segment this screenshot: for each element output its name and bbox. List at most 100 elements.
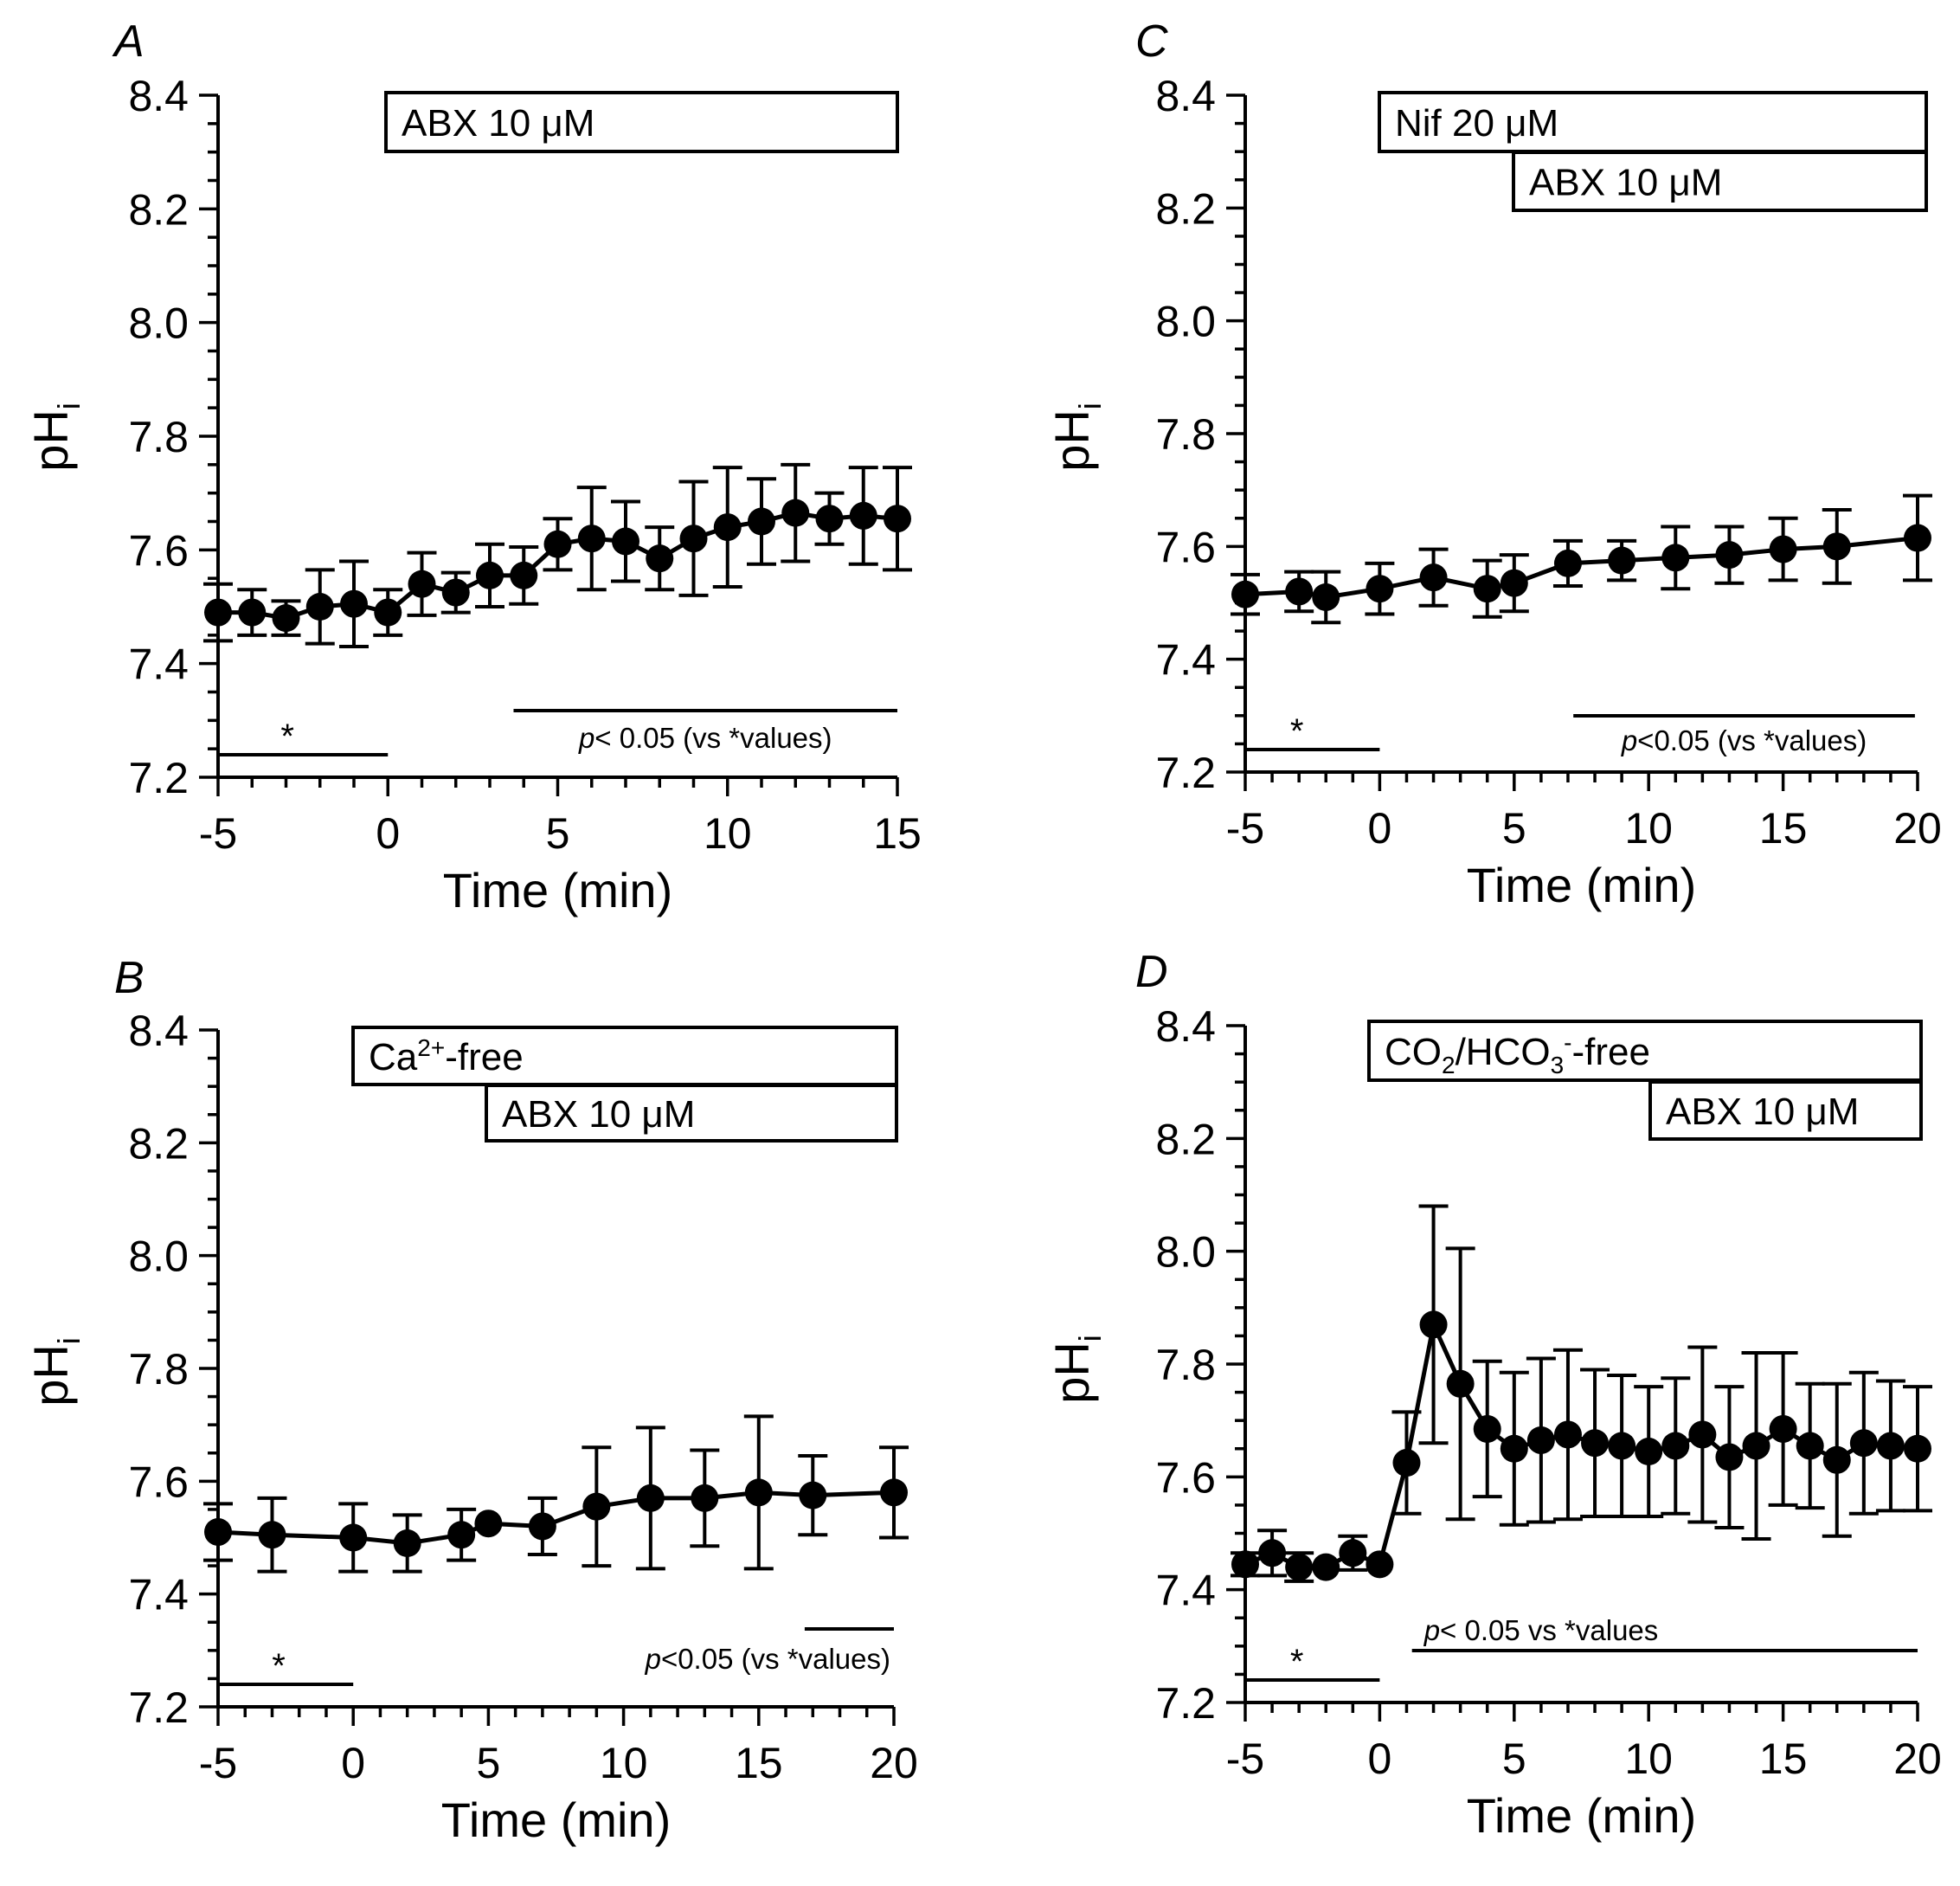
data-point xyxy=(1635,1438,1663,1466)
y-axis-title: pHi xyxy=(1044,1335,1108,1404)
data-point xyxy=(1339,1539,1367,1567)
data-point xyxy=(1500,569,1528,597)
significance-label: p< 0.05 vs *values xyxy=(1423,1614,1659,1646)
data-point xyxy=(1285,1553,1314,1581)
x-tick-label: 10 xyxy=(600,1739,648,1787)
data-point xyxy=(1526,1426,1555,1454)
treatment-box xyxy=(384,91,899,153)
data-point xyxy=(799,1481,827,1509)
label-sub: 2 xyxy=(1442,1052,1456,1078)
label-part: /HCO xyxy=(1456,1031,1551,1073)
baseline-star: * xyxy=(272,1647,286,1685)
label-part: -free xyxy=(1571,1031,1649,1073)
x-tick-label: 15 xyxy=(735,1739,783,1787)
data-point xyxy=(340,589,368,618)
y-axis-title-main: pH xyxy=(1044,409,1099,472)
data-point xyxy=(1796,1432,1824,1460)
data-point xyxy=(1473,575,1501,603)
data-point xyxy=(815,505,844,533)
data-point xyxy=(441,578,470,607)
y-tick-label: 7.4 xyxy=(1155,1567,1216,1615)
y-tick-label: 8.0 xyxy=(128,1233,189,1281)
data-point xyxy=(1312,1553,1340,1581)
y-tick-label: 7.6 xyxy=(1155,1453,1216,1502)
data-point xyxy=(1849,1429,1878,1458)
y-axis-title-main: pH xyxy=(23,1344,78,1406)
data-point xyxy=(1500,1434,1528,1463)
panel-letter: B xyxy=(114,953,145,1003)
data-point xyxy=(1581,1429,1610,1458)
x-axis-title: Time (min) xyxy=(1467,1788,1696,1843)
data-point xyxy=(748,507,775,536)
data-point xyxy=(1446,1369,1475,1398)
significance-p: p xyxy=(578,722,594,754)
data-point xyxy=(204,1517,232,1546)
y-tick-label: 8.4 xyxy=(128,72,189,120)
data-point xyxy=(528,1512,556,1541)
y-tick-label: 7.8 xyxy=(128,413,189,461)
data-point xyxy=(476,561,504,589)
treatment-label: ABX 10 μM xyxy=(402,102,594,145)
x-tick-label: 15 xyxy=(873,809,922,858)
x-tick-label: 15 xyxy=(1759,804,1808,853)
data-point xyxy=(880,1478,908,1507)
data-point xyxy=(1392,1449,1421,1477)
series-line xyxy=(1244,536,1918,600)
y-axis-title-sub: i xyxy=(51,402,87,409)
panel-C: C 7.2 7.4 7.6 7.8 8.0 8.2 8.4 -5 0 5 10 15 20 Time (mi… xyxy=(1044,16,1942,912)
data-point xyxy=(646,544,674,573)
treatment-box xyxy=(1648,1080,1923,1141)
y-tick-label: 8.2 xyxy=(128,185,189,234)
y-tick-label: 8.0 xyxy=(1155,298,1216,346)
data-point xyxy=(474,1509,503,1538)
data-point xyxy=(849,501,877,530)
x-tick-label: 20 xyxy=(1893,1735,1942,1783)
treatment-box xyxy=(1512,151,1928,212)
significance-text: <0.05 (vs *values) xyxy=(1637,724,1867,756)
treatment-box xyxy=(485,1084,898,1143)
data-point xyxy=(691,1484,719,1512)
data-point xyxy=(781,499,810,527)
data-point xyxy=(1769,1414,1797,1443)
y-axis-title-sub: i xyxy=(1072,1335,1108,1342)
data-point xyxy=(713,513,742,542)
y-tick-label: 7.2 xyxy=(128,754,189,802)
label-sub: 3 xyxy=(1551,1052,1565,1078)
label-part: -free xyxy=(445,1036,523,1078)
data-point xyxy=(1904,1434,1931,1463)
treatment-label: Ca2+-free xyxy=(369,1034,524,1078)
data-point xyxy=(238,598,267,627)
data-point xyxy=(1876,1432,1905,1460)
y-axis-title-main: pH xyxy=(1044,1342,1099,1404)
data-point xyxy=(305,593,334,621)
y-tick-label: 7.8 xyxy=(1155,1341,1216,1389)
data-point xyxy=(543,530,572,558)
data-point xyxy=(272,604,300,633)
treatment-label: ABX 10 μM xyxy=(1666,1091,1859,1133)
y-tick-label: 7.4 xyxy=(128,640,189,689)
x-tick-label: 10 xyxy=(704,809,752,858)
y-tick-label: 8.4 xyxy=(1155,72,1216,120)
x-tick-label: 20 xyxy=(1893,804,1942,853)
treatment-label: ABX 10 μM xyxy=(1529,162,1722,204)
data-point xyxy=(1608,1432,1636,1460)
data-point xyxy=(510,561,538,589)
y-tick-label: 7.6 xyxy=(128,1458,189,1506)
panel-letter: A xyxy=(112,16,145,67)
data-point xyxy=(1231,580,1259,608)
panel-letter: D xyxy=(1135,947,1168,997)
data-point xyxy=(1258,1539,1287,1567)
data-point xyxy=(1419,1310,1448,1339)
data-point xyxy=(339,1523,368,1552)
data-point xyxy=(1419,563,1448,592)
significance-p: p xyxy=(1621,724,1637,756)
label-sup: 2+ xyxy=(417,1034,445,1061)
data-point xyxy=(204,598,232,627)
y-axis-title-main: pH xyxy=(23,409,78,472)
series-line xyxy=(217,1490,895,1546)
data-point xyxy=(1715,1443,1744,1471)
x-tick-label: -5 xyxy=(1226,804,1264,853)
data-point xyxy=(1231,1550,1259,1579)
data-point xyxy=(1553,1420,1582,1449)
